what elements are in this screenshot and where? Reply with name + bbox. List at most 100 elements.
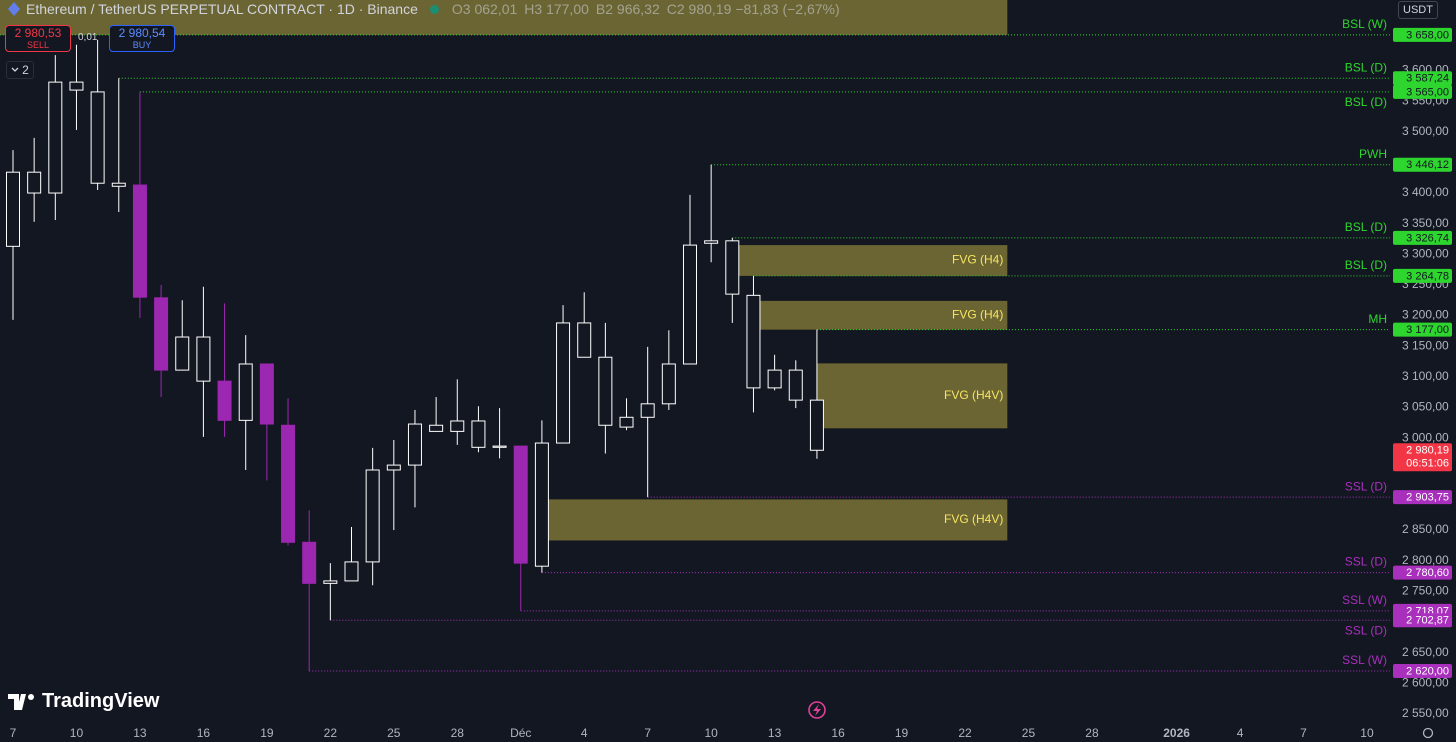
level-badge <box>1393 71 1452 86</box>
level-name: BSL (D) <box>1345 220 1387 234</box>
spread: 0,01 <box>78 32 98 43</box>
level-badge <box>1393 613 1452 628</box>
fvg-zone <box>816 363 1008 429</box>
candle-body <box>513 445 528 564</box>
y-tick-label: 3 400,00 <box>1402 185 1449 199</box>
ohlc-value: 2 980,19 <box>676 1 732 17</box>
tv-glyph <box>8 693 34 710</box>
candle-body <box>69 81 84 91</box>
fvg-label: FVG (H4V) <box>944 388 1003 402</box>
level-badge <box>1393 490 1452 505</box>
y-tick-label: 3 050,00 <box>1402 400 1449 414</box>
level-name: SSL (W) <box>1342 653 1387 667</box>
brand-logo: TradingView <box>8 690 159 713</box>
candle-body <box>725 240 740 295</box>
ohlc-h: H3 177,00 <box>521 1 593 17</box>
x-tick-label: 16 <box>831 726 845 740</box>
countdown-label: 06:51:06 <box>1406 458 1449 470</box>
level-name: SSL (D) <box>1345 555 1387 569</box>
level-badge-label: 2 903,75 <box>1406 492 1449 504</box>
level-badge-label: 3 264,78 <box>1406 270 1449 282</box>
x-tick-label: 4 <box>581 726 588 740</box>
level-badge-label: 3 587,24 <box>1406 73 1449 85</box>
level-badge-label: 3 658,00 <box>1406 29 1449 41</box>
candle-body <box>471 420 486 448</box>
candle-body <box>619 416 634 428</box>
candle-body <box>238 363 253 421</box>
level-name: BSL (D) <box>1345 95 1387 109</box>
level-name: MH <box>1368 312 1387 326</box>
level-badge-label: 3 446,12 <box>1406 159 1449 171</box>
candle-body <box>682 244 697 365</box>
y-tick-label: 2 600,00 <box>1402 675 1449 689</box>
sell-label: SELL <box>26 40 50 50</box>
fvg-zone <box>541 499 1008 541</box>
candle-body <box>175 336 190 371</box>
level-badge-label: 3 565,00 <box>1406 86 1449 98</box>
last-price-badge <box>1393 443 1452 472</box>
fvg-label: FVG (H4V) <box>944 512 1003 526</box>
ohlc-c: C2 980,19 <box>664 1 736 17</box>
level-name: SSL (D) <box>1345 623 1387 637</box>
candle-body <box>132 184 147 298</box>
candle-body <box>302 541 317 584</box>
ohlc-key: C <box>666 1 677 17</box>
symbol-title: Ethereum / TetherUS PERPETUAL CONTRACT ·… <box>26 1 418 17</box>
ohlc-o: O3 062,01 <box>449 1 521 17</box>
x-tick-label: 16 <box>197 726 211 740</box>
level-name: BSL (W) <box>1342 17 1387 31</box>
ohlc-value: 3 062,01 <box>462 1 518 17</box>
level-badge <box>1393 230 1452 245</box>
buy-label: BUY <box>132 40 152 50</box>
sell-price: 2 980,53 <box>14 26 62 40</box>
ohlc-b: B2 966,32 <box>593 1 664 17</box>
sell-button[interactable]: 2 980,53 SELL <box>5 25 71 52</box>
candle-body <box>281 424 296 543</box>
candle-body <box>450 420 465 432</box>
ohlc-key: O <box>451 1 463 17</box>
x-tick-label: 7 <box>10 726 17 740</box>
level-badge <box>1393 663 1452 678</box>
brand-name: TradingView <box>42 690 160 712</box>
candle-body <box>111 182 126 187</box>
level-badge <box>1393 565 1452 580</box>
ohlc-value: 2 966,32 <box>605 1 660 17</box>
x-tick-label: 13 <box>768 726 782 740</box>
y-tick-label: 2 800,00 <box>1402 553 1449 567</box>
change: −81,83 (−2,67%) <box>735 1 840 17</box>
x-tick-label: 22 <box>958 726 972 740</box>
last-price-label: 2 980,19 <box>1406 445 1449 457</box>
x-tick-label: 22 <box>324 726 338 740</box>
level-name: PWH <box>1359 147 1387 161</box>
candle-body <box>48 81 63 194</box>
level-badge <box>1393 268 1452 283</box>
replay-bolt <box>813 704 821 716</box>
indicators-toggle[interactable]: 2 <box>6 61 34 79</box>
x-tick-label: 2026 <box>1163 726 1190 740</box>
x-tick-label: 28 <box>451 726 465 740</box>
buy-button[interactable]: 2 980,54 BUY <box>109 25 175 52</box>
candle-body <box>809 399 824 451</box>
level-badge-label: 3 326,74 <box>1406 232 1449 244</box>
x-tick-label: 7 <box>1300 726 1307 740</box>
candle-body <box>196 336 211 382</box>
level-badge-label: 3 177,00 <box>1406 324 1449 336</box>
x-tick-label: 28 <box>1085 726 1099 740</box>
level-name: SSL (W) <box>1342 593 1387 607</box>
candle-body <box>154 297 169 371</box>
level-badge <box>1393 84 1452 99</box>
x-tick-label: 19 <box>260 726 274 740</box>
candle-body <box>767 369 782 389</box>
level-name: BSL (D) <box>1345 258 1387 272</box>
y-tick-label: 3 200,00 <box>1402 308 1449 322</box>
y-tick-label: 2 750,00 <box>1402 583 1449 597</box>
x-tick-label: 13 <box>133 726 147 740</box>
currency-button[interactable]: USDT <box>1398 1 1438 19</box>
level-name: SSL (D) <box>1345 479 1387 493</box>
x-tick-label: 10 <box>70 726 84 740</box>
level-badge-label: 2 780,60 <box>1406 567 1449 579</box>
y-tick-label: 3 150,00 <box>1402 338 1449 352</box>
x-tick-label: 10 <box>704 726 718 740</box>
replay-icon <box>808 701 826 719</box>
candle-body <box>534 442 549 567</box>
